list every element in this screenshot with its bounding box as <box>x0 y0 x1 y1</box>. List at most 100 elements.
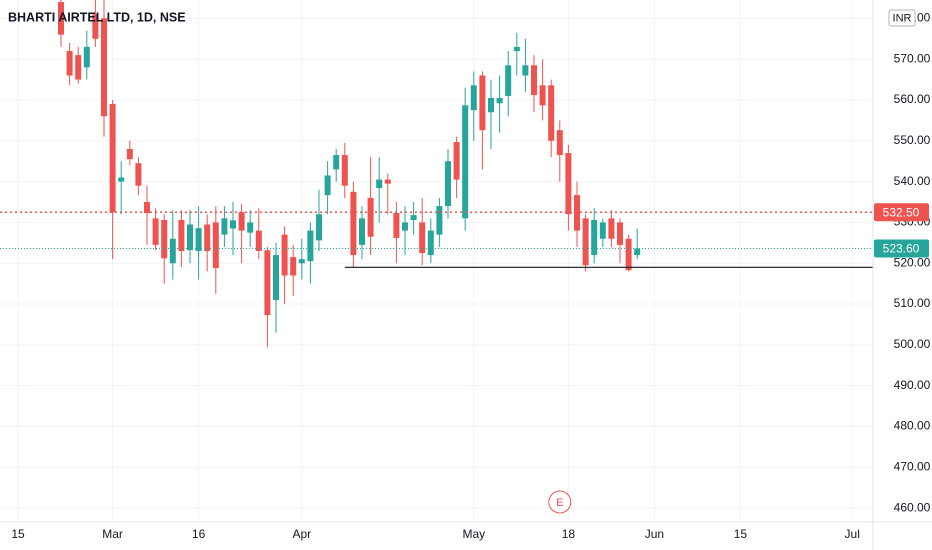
candle-body <box>135 163 142 186</box>
candle-body <box>608 218 615 239</box>
candle-body <box>341 155 348 186</box>
candle-body <box>479 75 486 131</box>
candle-body <box>75 55 82 80</box>
y-tick-label: 500.00 <box>894 337 931 351</box>
candle-body <box>83 46 90 68</box>
x-tick-label: 15 <box>734 527 748 541</box>
candle-body <box>169 238 176 264</box>
x-tick-label: Jun <box>645 527 664 541</box>
candle-body <box>273 255 279 300</box>
candle-body <box>367 197 374 237</box>
candle-body <box>109 104 116 213</box>
candle-body <box>195 228 202 252</box>
candle-body <box>333 155 340 170</box>
candle-body <box>565 153 572 215</box>
candle-body <box>436 206 443 235</box>
candle-body <box>402 222 408 231</box>
event-marker <box>548 490 572 514</box>
candle-body <box>505 65 512 96</box>
candle-body <box>470 85 477 111</box>
candle-body <box>393 213 400 238</box>
y-tick-label: 490.00 <box>894 378 931 392</box>
candle-body <box>462 105 469 219</box>
candle-body <box>230 220 236 229</box>
candle-body <box>599 222 606 239</box>
candle-body <box>522 65 529 76</box>
grid <box>0 0 873 522</box>
candle-body <box>290 257 297 276</box>
candle-body <box>307 230 314 262</box>
y-tick-label: 520.00 <box>894 255 931 269</box>
y-tick-label: 540.00 <box>894 174 931 188</box>
candle-body <box>359 218 365 245</box>
y-tick-label: 510.00 <box>894 296 931 310</box>
candle-body <box>187 224 193 251</box>
x-tick-label: 18 <box>562 527 576 541</box>
candle-body <box>419 222 426 254</box>
candle-body <box>316 214 322 241</box>
candle-body <box>324 175 331 196</box>
candle-body <box>488 97 494 113</box>
candle-body <box>255 230 262 252</box>
candle-body <box>247 222 254 233</box>
candle-body <box>445 161 451 207</box>
candle-body <box>66 51 73 76</box>
y-tick-label: 550.00 <box>894 133 931 147</box>
candle-body <box>548 85 555 141</box>
candle-body <box>625 238 632 271</box>
candle-body <box>410 215 417 220</box>
candle-body <box>384 179 391 184</box>
candle-body <box>350 191 357 256</box>
candle-body <box>539 85 546 106</box>
price-badge <box>874 239 929 258</box>
candle-body <box>238 212 245 231</box>
candle-body <box>161 219 168 259</box>
candle-body <box>118 177 125 182</box>
axes: 460.00 470.00 480.00 490.00 500.00 510.00 520.… <box>11 9 931 541</box>
candle-body <box>453 142 460 180</box>
x-tick-label: Apr <box>292 527 311 541</box>
candle-body <box>634 248 641 256</box>
candle-body <box>556 130 563 156</box>
candle-body <box>92 14 99 39</box>
x-tick-label: 15 <box>11 527 25 541</box>
candle-body <box>152 218 159 245</box>
currency-badge <box>888 9 916 27</box>
candle-body <box>144 202 150 214</box>
candle-body <box>617 222 623 245</box>
candle-body <box>298 259 305 264</box>
candle-body <box>591 219 598 256</box>
candle-body <box>496 97 503 104</box>
x-tick-label: Jul <box>845 527 860 541</box>
candle-body <box>221 218 228 235</box>
candle-body <box>58 2 64 35</box>
candle-body <box>281 234 288 276</box>
candle-body <box>204 224 211 252</box>
x-tick-label: Mar <box>102 527 123 541</box>
candle-body <box>531 65 537 96</box>
candle-body <box>513 46 520 52</box>
plot-area: E <box>0 0 873 514</box>
chart-title: BHARTI AIRTEL LTD, 1D, NSE <box>8 10 186 24</box>
candle-body <box>376 179 383 189</box>
price-badge-label: 532.50 <box>883 205 920 219</box>
price-badge-label: 523.60 <box>883 242 920 256</box>
currency-label: INR <box>893 12 912 24</box>
candle-body <box>101 18 107 117</box>
y-tick-label: 470.00 <box>894 459 931 473</box>
candle-body <box>126 148 133 160</box>
price-badge <box>874 203 929 222</box>
candle-body <box>582 218 589 266</box>
candle-body <box>427 230 434 256</box>
candle-body <box>178 219 185 252</box>
candle-body <box>212 222 219 269</box>
y-tick-label: 570.00 <box>894 51 931 65</box>
y-tick-label: 480.00 <box>894 419 931 433</box>
candle-body <box>264 250 271 316</box>
x-tick-label: 16 <box>192 527 206 541</box>
event-label: E <box>556 497 563 509</box>
x-tick-label: May <box>462 527 485 541</box>
y-tick-label: 560.00 <box>894 92 931 106</box>
